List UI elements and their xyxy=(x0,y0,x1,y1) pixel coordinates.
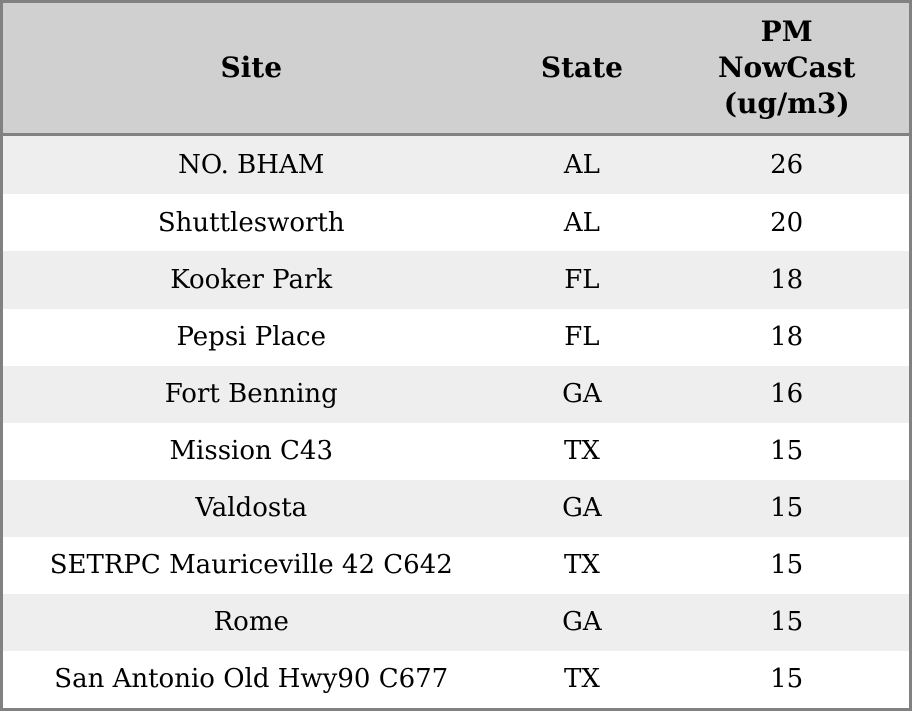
state-cell: TX xyxy=(564,436,600,467)
state-cell: GA xyxy=(562,493,602,524)
header-site: Site xyxy=(3,3,500,136)
table-row: Mission C43 TX 15 xyxy=(3,422,909,480)
table-row: Valdosta GA 15 xyxy=(3,479,909,537)
site-cell: Kooker Park xyxy=(170,265,333,295)
site-cell: Pepsi Place xyxy=(176,322,327,353)
site-cell: San Antonio Old Hwy90 C677 xyxy=(54,664,449,695)
state-cell: FL xyxy=(564,322,600,353)
pm-nowcast-cell: 15 xyxy=(770,664,804,695)
header-row: Site State PM NowCast (ug/m3) xyxy=(3,3,909,136)
state-cell: AL xyxy=(563,150,600,181)
pm-nowcast-cell: 18 xyxy=(770,322,804,353)
pm-nowcast-table: Site State PM NowCast (ug/m3) NO. BHAM A… xyxy=(3,3,909,708)
state-cell: TX xyxy=(564,550,600,581)
pm-nowcast-cell: 20 xyxy=(770,207,804,238)
pm-nowcast-cell: 18 xyxy=(770,265,804,295)
site-cell: SETRPC Mauriceville 42 C642 xyxy=(49,550,453,581)
table-row: Shuttlesworth AL 20 xyxy=(3,194,909,252)
table-row: Kooker Park FL 18 xyxy=(3,251,909,309)
state-cell: AL xyxy=(563,207,600,238)
pm-nowcast-cell: 16 xyxy=(770,379,804,410)
table-row: SETRPC Mauriceville 42 C642 TX 15 xyxy=(3,536,909,594)
table-row: Pepsi Place FL 18 xyxy=(3,308,909,366)
state-cell: GA xyxy=(562,379,602,410)
site-cell: NO. BHAM xyxy=(178,150,325,181)
pm-nowcast-cell: 15 xyxy=(770,550,804,581)
table-header: Site State PM NowCast (ug/m3) xyxy=(3,3,909,136)
site-cell: Fort Benning xyxy=(164,379,338,410)
table-row: San Antonio Old Hwy90 C677 TX 15 xyxy=(3,650,909,708)
site-cell: Rome xyxy=(213,607,289,638)
table-body: NO. BHAM AL 26 Shuttlesworth AL 20 Kooke… xyxy=(3,134,909,708)
table-row: Fort Benning GA 16 xyxy=(3,365,909,423)
state-cell: TX xyxy=(564,664,600,695)
table-row: NO. BHAM AL 26 xyxy=(3,134,909,195)
pm-nowcast-cell: 15 xyxy=(770,493,804,524)
state-cell: GA xyxy=(562,607,602,638)
header-pm-nowcast: PM NowCast (ug/m3) xyxy=(664,3,909,136)
state-cell: FL xyxy=(564,265,600,295)
pm-nowcast-cell: 15 xyxy=(770,436,804,467)
pm-nowcast-cell: 15 xyxy=(770,607,804,638)
site-cell: Valdosta xyxy=(195,493,308,524)
site-cell: Shuttlesworth xyxy=(157,207,345,238)
site-cell: Mission C43 xyxy=(169,436,334,467)
pm-nowcast-cell: 26 xyxy=(770,150,804,181)
table-row: Rome GA 15 xyxy=(3,593,909,651)
header-state: State xyxy=(499,3,665,136)
